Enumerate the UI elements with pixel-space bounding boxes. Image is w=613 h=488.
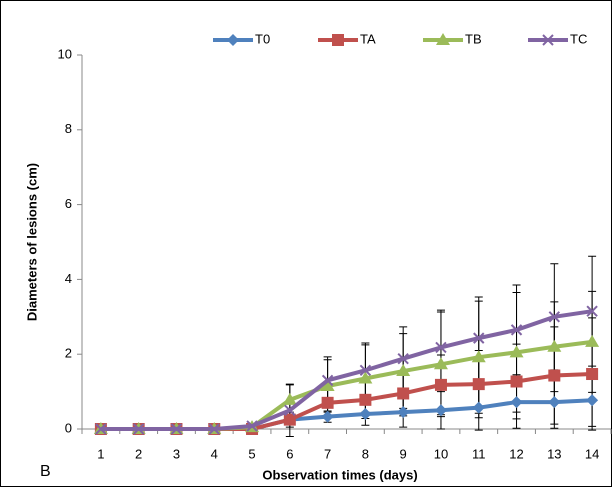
- legend-label: T0: [255, 31, 270, 46]
- legend-marker: [332, 34, 344, 46]
- x-tick-label: 3: [173, 446, 180, 461]
- x-tick-label: 8: [362, 446, 369, 461]
- y-axis-label: Diameters of lesions (cm): [24, 163, 39, 321]
- x-tick-label: 7: [324, 446, 331, 461]
- x-tick-label: 11: [472, 446, 486, 461]
- x-tick-label: 12: [509, 446, 523, 461]
- x-tick-label: 13: [547, 446, 561, 461]
- point: [510, 324, 523, 336]
- point: [283, 413, 296, 426]
- y-tick-label: 4: [65, 271, 72, 286]
- x-tick-label: 2: [135, 446, 142, 461]
- x-tick-label: 1: [97, 446, 104, 461]
- x-tick-label: 9: [400, 446, 407, 461]
- point: [397, 406, 410, 419]
- point: [548, 396, 561, 409]
- point: [321, 374, 334, 387]
- point: [359, 364, 372, 376]
- point: [358, 371, 373, 384]
- point: [586, 394, 599, 407]
- point: [396, 364, 411, 377]
- point: [509, 345, 524, 358]
- point: [284, 404, 296, 417]
- x-axis-label: Observation times (days): [262, 467, 417, 482]
- point: [320, 378, 335, 391]
- point: [586, 368, 599, 381]
- point: [397, 387, 410, 400]
- point: [547, 339, 562, 352]
- legend-marker: [227, 34, 239, 46]
- legend-label: TA: [360, 31, 376, 46]
- point: [473, 332, 485, 344]
- point: [132, 423, 145, 435]
- y-tick-label: 6: [65, 196, 72, 211]
- point: [434, 404, 447, 417]
- point: [472, 378, 485, 391]
- point: [321, 396, 334, 409]
- legend-marker: [542, 34, 554, 46]
- legend-marker: [436, 33, 450, 45]
- x-tick-label: 14: [585, 446, 599, 461]
- point: [246, 420, 258, 432]
- y-tick-label: 10: [58, 46, 72, 61]
- x-tick-label: 4: [211, 446, 218, 461]
- legend-label: TC: [570, 31, 587, 46]
- point: [586, 305, 598, 317]
- series-line: [100, 309, 593, 431]
- point: [435, 341, 447, 354]
- point: [359, 408, 372, 421]
- point: [397, 352, 409, 365]
- y-tick-label: 2: [65, 346, 72, 361]
- panel-label: B: [40, 463, 51, 480]
- point: [359, 393, 372, 406]
- point: [95, 423, 107, 435]
- point: [471, 350, 486, 363]
- point: [472, 401, 485, 414]
- x-tick-label: 5: [248, 446, 255, 461]
- point: [548, 369, 561, 382]
- point: [282, 392, 297, 405]
- point: [321, 410, 334, 423]
- point: [510, 375, 523, 388]
- point: [170, 423, 183, 435]
- x-tick-label: 6: [286, 446, 293, 461]
- y-tick-label: 8: [65, 121, 72, 136]
- point: [585, 334, 600, 347]
- point: [548, 311, 561, 323]
- point: [208, 423, 220, 435]
- x-tick-label: 10: [434, 446, 448, 461]
- point: [434, 378, 447, 391]
- point: [433, 357, 448, 370]
- point: [510, 396, 523, 409]
- y-tick-label: 0: [65, 420, 72, 435]
- legend-label: TB: [465, 31, 482, 46]
